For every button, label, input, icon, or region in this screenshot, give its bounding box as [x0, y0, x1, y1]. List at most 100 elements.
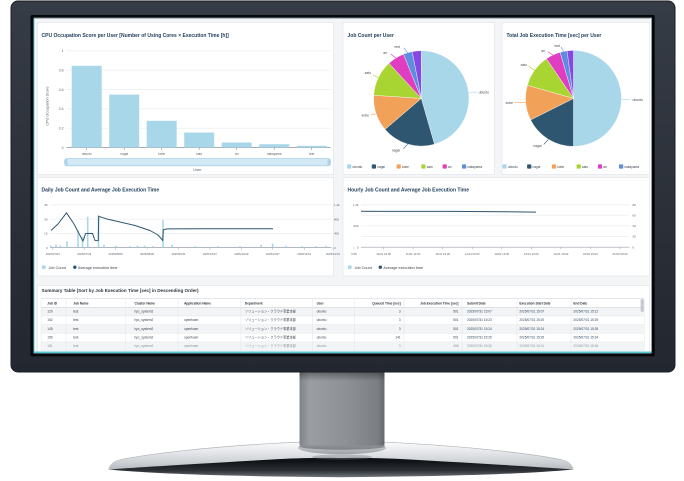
svg-text:2025/12/01: 2025/12/01 — [326, 252, 340, 256]
svg-text:12/13 10:00: 12/13 10:00 — [524, 252, 539, 256]
svg-text:an: an — [448, 165, 452, 169]
svg-text:test: test — [73, 310, 78, 314]
svg-text:2025/07/31 15:34: 2025/07/31 15:34 — [573, 336, 598, 340]
svg-text:0.2: 0.2 — [59, 127, 64, 131]
svg-text:0.8: 0.8 — [59, 69, 64, 73]
svg-text:2025/07/23: 2025/07/23 — [77, 252, 91, 256]
svg-text:Job Count: Job Count — [49, 266, 67, 270]
svg-text:600: 600 — [353, 224, 358, 228]
svg-text:openfoam: openfoam — [184, 327, 199, 331]
svg-text:ubuntu: ubuntu — [317, 310, 327, 314]
svg-text:45: 45 — [44, 203, 48, 207]
svg-text:2025/07/03: 2025/07/03 — [46, 252, 60, 256]
svg-text:2025/07/31 15:26: 2025/07/31 15:26 — [467, 344, 492, 348]
svg-text:11/24 00:00: 11/24 00:00 — [465, 252, 480, 256]
svg-text:an: an — [235, 152, 239, 156]
svg-text:2025/08/20: 2025/08/20 — [140, 252, 154, 256]
svg-text:Hourly Job Count and Average J: Hourly Job Count and Average Job Executi… — [348, 188, 470, 194]
svg-text:2025/07/31 15:20: 2025/07/31 15:20 — [519, 318, 544, 322]
svg-text:15: 15 — [44, 232, 48, 236]
svg-text:CPU Occupation Score: CPU Occupation Score — [46, 86, 50, 125]
svg-text:test: test — [73, 336, 78, 340]
svg-text:kobe: kobe — [557, 165, 564, 169]
svg-text:Job ID: Job ID — [47, 301, 57, 305]
svg-text:Queued Time [sec]: Queued Time [sec] — [372, 301, 400, 305]
svg-text:Average execution time: Average execution time — [383, 266, 423, 270]
svg-text:3: 3 — [399, 310, 401, 314]
svg-text:nakayama: nakayama — [624, 165, 639, 169]
svg-text:User: User — [193, 167, 202, 172]
svg-text:0: 0 — [334, 246, 336, 250]
svg-text:1.2k: 1.2k — [353, 203, 359, 207]
svg-text:141: 141 — [395, 336, 401, 340]
svg-text:hpc_system2: hpc_system2 — [135, 327, 154, 331]
svg-text:kobe: kobe — [158, 152, 165, 156]
svg-text:11/10 19:00: 11/10 19:00 — [435, 252, 450, 256]
svg-text:151: 151 — [47, 344, 53, 348]
svg-text:sato: sato — [365, 71, 372, 75]
svg-text:Daily Job Count and Average Jo: Daily Job Count and Average Job Executio… — [42, 188, 160, 194]
svg-text:30: 30 — [44, 217, 48, 221]
svg-text:5:55: 5:55 — [351, 252, 357, 256]
svg-text:01/02 20:00: 01/02 20:00 — [583, 252, 598, 256]
svg-text:Average execution time: Average execution time — [78, 266, 118, 270]
svg-text:ubuntu: ubuntu — [82, 152, 92, 156]
svg-text:nagai: nagai — [377, 165, 385, 169]
svg-text:hpc_system2: hpc_system2 — [135, 310, 154, 314]
svg-text:80: 80 — [633, 203, 637, 207]
svg-text:2025/07/31 15:28: 2025/07/31 15:28 — [573, 327, 598, 331]
svg-text:hpc_system2: hpc_system2 — [135, 336, 154, 340]
svg-text:test: test — [395, 45, 401, 49]
svg-text:498: 498 — [453, 344, 459, 348]
svg-text:test: test — [309, 152, 314, 156]
svg-text:ubuntu: ubuntu — [479, 91, 489, 95]
svg-text:501: 501 — [453, 310, 459, 314]
svg-text:1.2k: 1.2k — [334, 203, 340, 207]
svg-text:Submit Date: Submit Date — [467, 301, 486, 305]
svg-text:1: 1 — [62, 49, 64, 53]
svg-text:Job Execution Time [sec]: Job Execution Time [sec] — [420, 301, 458, 305]
svg-text:Execution Start Date: Execution Start Date — [519, 301, 550, 305]
svg-text:sato: sato — [427, 165, 433, 169]
svg-text:nagai: nagai — [533, 144, 542, 148]
svg-text:openfoam: openfoam — [184, 336, 199, 340]
svg-text:ソリューション・クラウド事業本部: ソリューション・クラウド事業本部 — [245, 335, 297, 340]
svg-text:Application Name: Application Name — [184, 301, 211, 305]
svg-text:2025/07/31 15:12: 2025/07/31 15:12 — [573, 310, 598, 314]
svg-text:0.6: 0.6 — [59, 88, 64, 92]
svg-text:openfoam: openfoam — [184, 344, 199, 348]
svg-text:2025/10/19: 2025/10/19 — [234, 252, 248, 256]
svg-text:12/01 19:00: 12/01 19:00 — [494, 252, 509, 256]
svg-text:sato: sato — [196, 152, 202, 156]
svg-text:nagai: nagai — [392, 148, 401, 152]
svg-text:ubuntu: ubuntu — [317, 344, 327, 348]
svg-text:Job Count per User: Job Count per User — [348, 33, 394, 39]
svg-text:ubuntu: ubuntu — [508, 165, 518, 169]
svg-text:CPU Occupation Score per User: CPU Occupation Score per User [Number of… — [42, 33, 230, 39]
svg-text:nakayama: nakayama — [467, 165, 482, 169]
svg-text:ubuntu: ubuntu — [317, 327, 327, 331]
svg-text:2025/07/31 15:07: 2025/07/31 15:07 — [467, 310, 492, 314]
svg-text:an: an — [541, 49, 545, 53]
svg-text:Job Count: Job Count — [355, 266, 373, 270]
svg-text:hpc_system2: hpc_system2 — [135, 318, 154, 322]
svg-text:11/01 14:00: 11/01 14:00 — [406, 252, 421, 256]
svg-text:ソリューション・クラウド事業本部: ソリューション・クラウド事業本部 — [245, 309, 297, 314]
svg-text:3: 3 — [399, 327, 401, 331]
svg-text:152: 152 — [47, 318, 53, 322]
svg-text:2025/07/31 15:31: 2025/07/31 15:31 — [519, 344, 544, 348]
svg-text:ubuntu: ubuntu — [317, 336, 327, 340]
svg-text:2025/07/31 15:36: 2025/07/31 15:36 — [573, 344, 598, 348]
svg-text:3: 3 — [399, 318, 401, 322]
svg-text:User: User — [317, 301, 325, 305]
svg-text:800: 800 — [334, 217, 339, 221]
svg-text:2025/11/19: 2025/11/19 — [297, 252, 311, 256]
svg-text:End Date: End Date — [573, 301, 587, 305]
svg-text:2025/07/31 15:29: 2025/07/31 15:29 — [519, 336, 544, 340]
svg-text:0: 0 — [633, 245, 635, 249]
svg-text:Cluster Name: Cluster Name — [135, 301, 156, 305]
svg-text:an: an — [603, 165, 607, 169]
svg-text:501: 501 — [453, 336, 459, 340]
svg-text:2025/07/31 15:23: 2025/07/31 15:23 — [467, 318, 492, 322]
svg-text:20: 20 — [633, 235, 637, 239]
